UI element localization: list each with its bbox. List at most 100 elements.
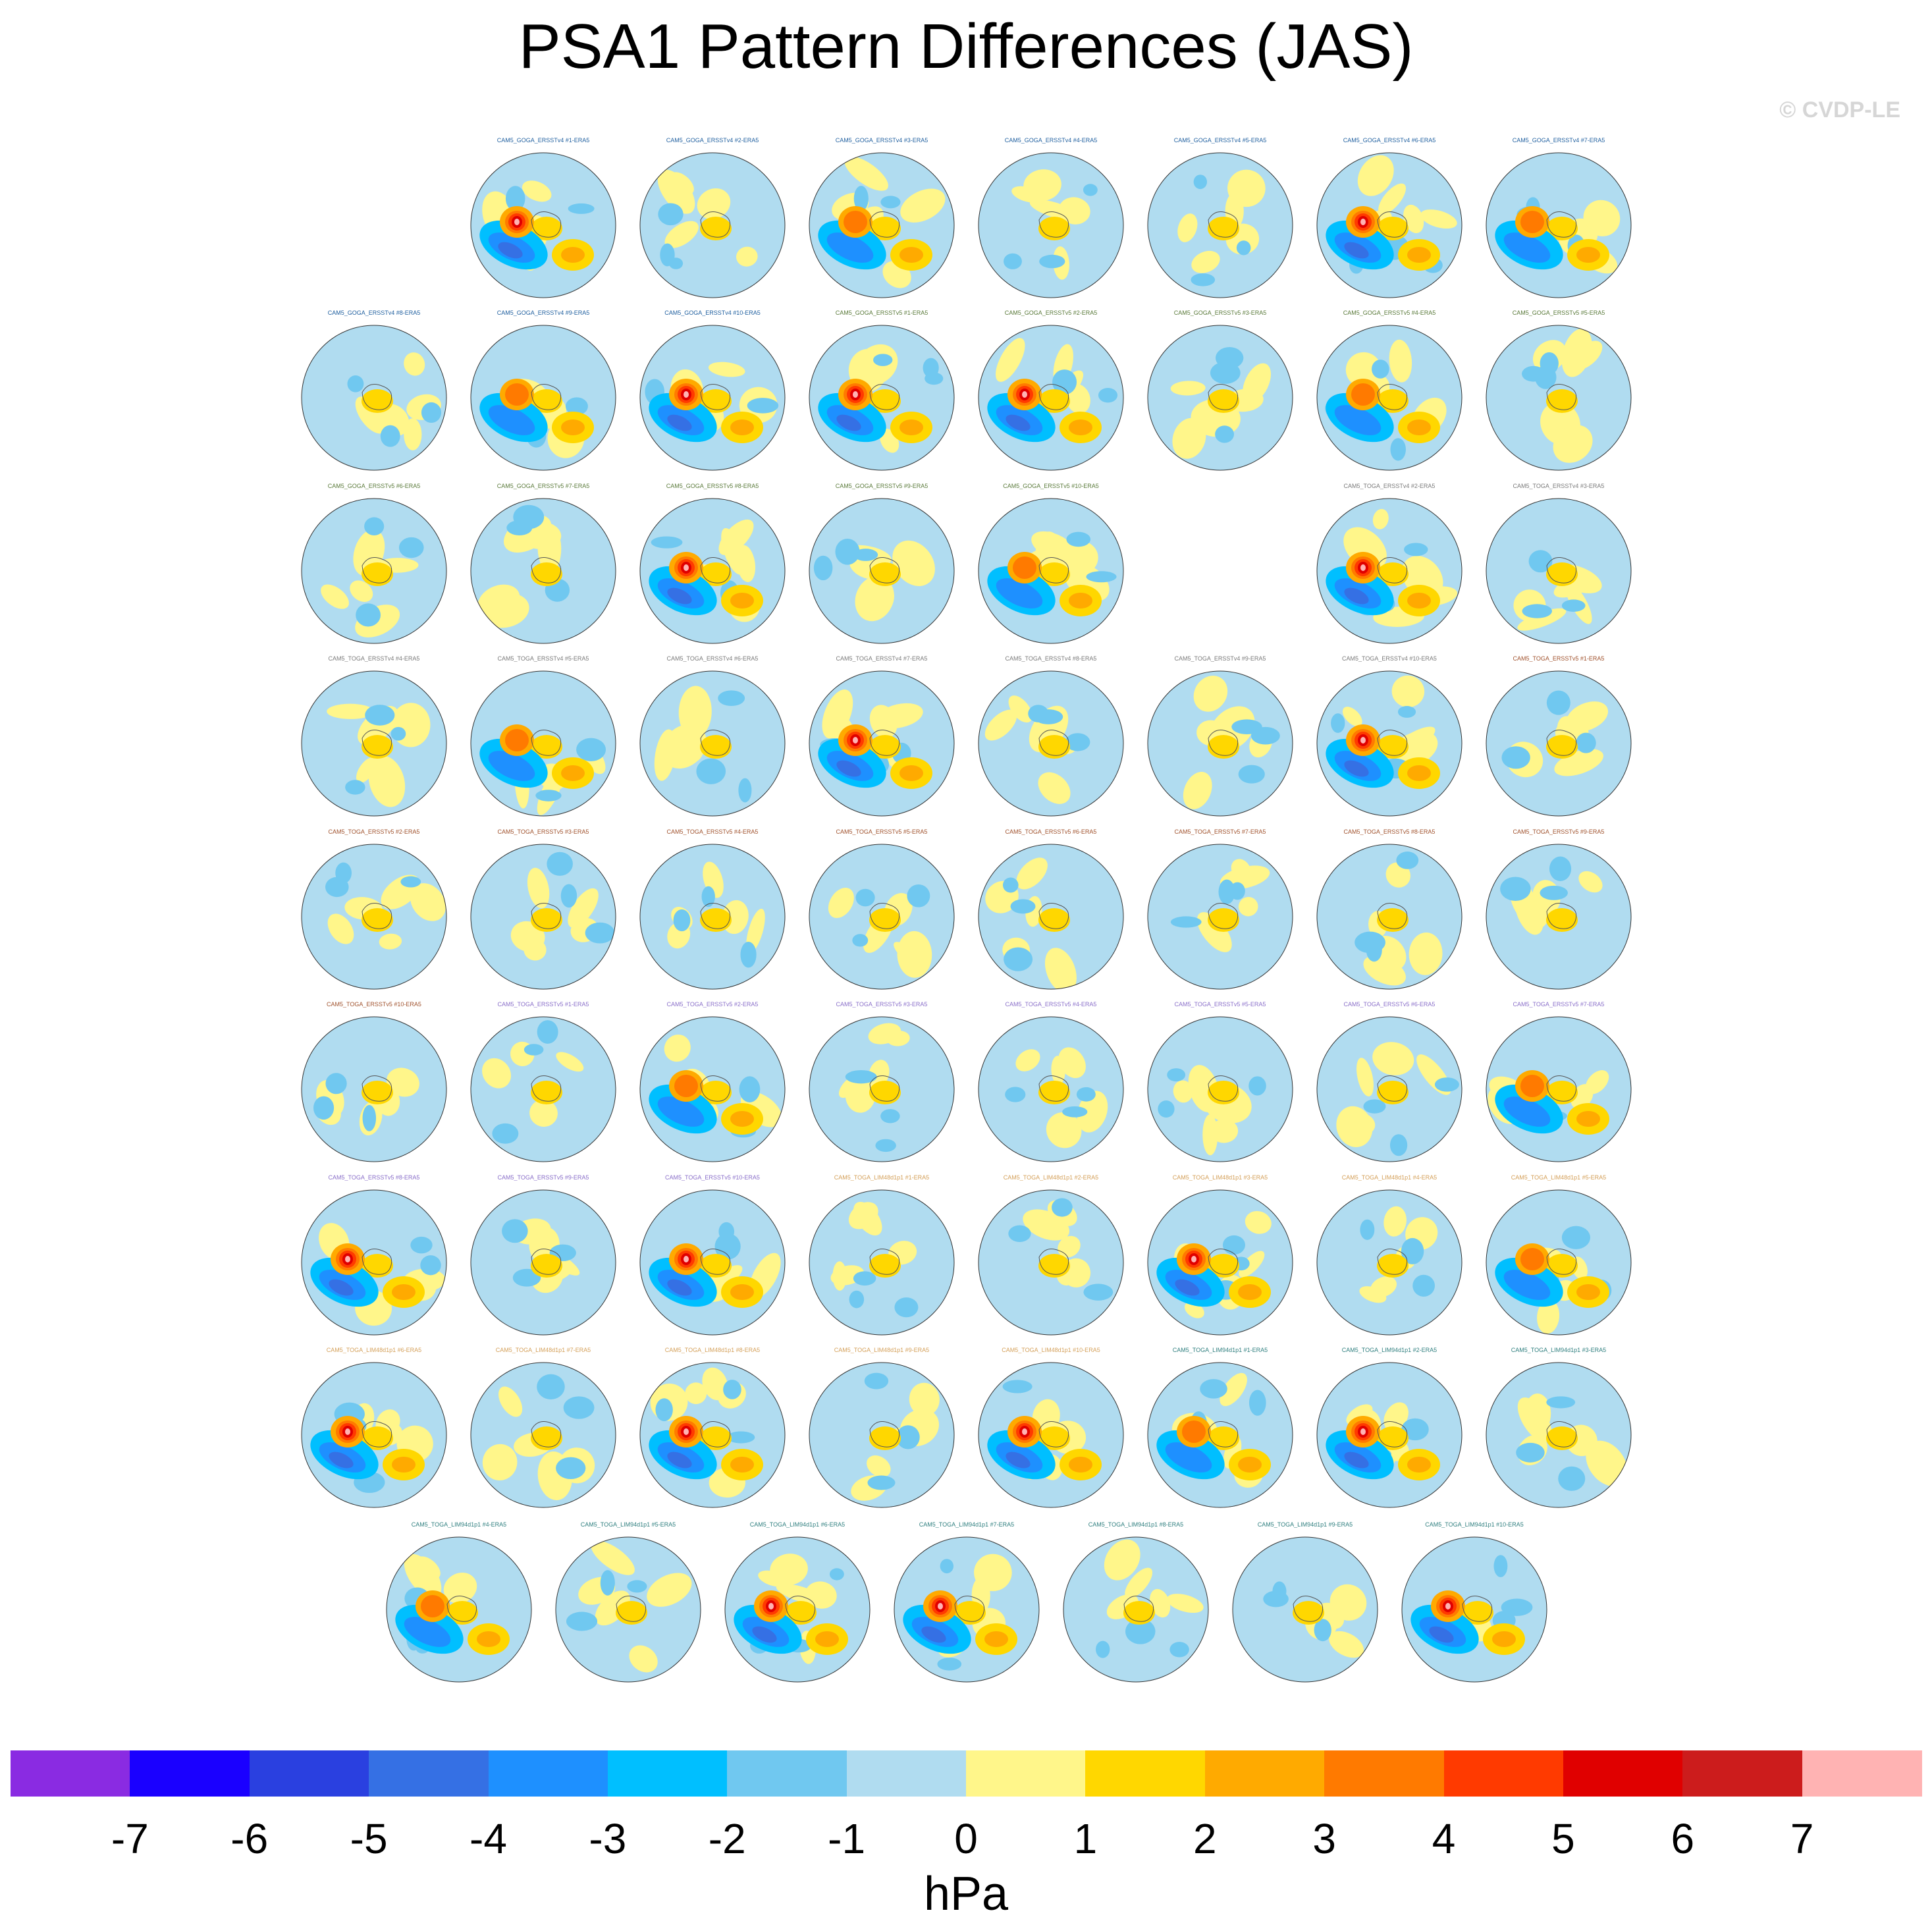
polar-map: [1486, 1362, 1632, 1508]
polar-map: [470, 844, 616, 990]
panel-title: CAM5_GOGA_ERSSTv5 #6-ERA5: [327, 483, 421, 489]
map-panel: CAM5_GOGA_ERSSTv5 #4-ERA5: [1314, 310, 1465, 481]
polar-map: [555, 1536, 701, 1683]
panel-title: CAM5_GOGA_ERSSTv5 #7-ERA5: [496, 483, 590, 489]
panel-title: CAM5_TOGA_LIM48d1p1 #8-ERA5: [664, 1347, 761, 1353]
panel-title: CAM5_TOGA_ERSSTv5 #1-ERA5: [1513, 655, 1605, 662]
polar-map: [639, 152, 786, 298]
map-panel: CAM5_GOGA_ERSSTv4 #2-ERA5: [637, 137, 788, 308]
map-panel: CAM5_TOGA_LIM48d1p1 #5-ERA5: [1483, 1174, 1634, 1345]
polar-map: [1486, 152, 1632, 298]
polar-map: [470, 1016, 616, 1162]
panel-title: CAM5_TOGA_ERSSTv5 #5-ERA5: [1174, 1001, 1266, 1008]
colorbar-swatch: [1443, 1750, 1564, 1797]
map-panel: CAM5_GOGA_ERSSTv5 #9-ERA5: [806, 483, 957, 654]
colorbar-swatch: [1324, 1750, 1445, 1797]
panel-title: CAM5_GOGA_ERSSTv4 #1-ERA5: [496, 137, 590, 144]
polar-map: [894, 1536, 1040, 1683]
panel-title: CAM5_TOGA_LIM48d1p1 #10-ERA5: [1002, 1347, 1100, 1353]
map-panel: CAM5_GOGA_ERSSTv4 #8-ERA5: [298, 310, 450, 481]
map-panel: CAM5_TOGA_LIM48d1p1 #2-ERA5: [975, 1174, 1127, 1345]
polar-map: [1401, 1536, 1547, 1683]
colorbar-tick-label: 7: [1790, 1815, 1814, 1862]
polar-map: [301, 670, 447, 817]
map-panel: CAM5_TOGA_ERSSTv5 #2-ERA5: [637, 1001, 788, 1172]
map-panel: CAM5_TOGA_LIM94d1p1 #1-ERA5: [1144, 1347, 1296, 1518]
map-panel: CAM5_TOGA_LIM48d1p1 #9-ERA5: [806, 1347, 957, 1518]
map-panel: CAM5_TOGA_LIM94d1p1 #8-ERA5: [1060, 1521, 1212, 1692]
panel-title: CAM5_TOGA_ERSSTv4 #8-ERA5: [1005, 655, 1097, 662]
map-panel: CAM5_TOGA_ERSSTv4 #8-ERA5: [975, 655, 1127, 826]
polar-map: [1147, 670, 1293, 817]
colorbar-tick-label: 0: [954, 1815, 978, 1862]
map-panel: CAM5_TOGA_LIM48d1p1 #1-ERA5: [806, 1174, 957, 1345]
panel-title: CAM5_TOGA_LIM48d1p1 #9-ERA5: [834, 1347, 930, 1353]
panel-title: CAM5_TOGA_ERSSTv4 #6-ERA5: [666, 655, 759, 662]
polar-map: [1316, 670, 1462, 817]
panel-title: CAM5_GOGA_ERSSTv5 #5-ERA5: [1512, 310, 1605, 316]
panel-grid: CAM5_GOGA_ERSSTv4 #1-ERA5 CAM5_GOGA_ERSST…: [298, 137, 1634, 1692]
panel-title: CAM5_TOGA_ERSSTv4 #3-ERA5: [1513, 483, 1605, 489]
colorbar-tick-label: 5: [1551, 1815, 1575, 1862]
map-panel: CAM5_GOGA_ERSSTv4 #7-ERA5: [1483, 137, 1634, 308]
map-panel: CAM5_GOGA_ERSSTv4 #10-ERA5: [637, 310, 788, 481]
panel-title: CAM5_TOGA_LIM48d1p1 #1-ERA5: [834, 1174, 930, 1181]
polar-map: [301, 844, 447, 990]
polar-map: [639, 1016, 786, 1162]
colorbar-swatch: [11, 1750, 131, 1797]
map-panel: CAM5_TOGA_ERSSTv5 #5-ERA5: [1144, 1001, 1296, 1172]
panel-title: CAM5_GOGA_ERSSTv4 #8-ERA5: [327, 310, 421, 316]
panel-title: CAM5_TOGA_ERSSTv5 #9-ERA5: [1513, 828, 1605, 835]
map-panel: CAM5_TOGA_LIM48d1p1 #7-ERA5: [468, 1347, 619, 1518]
polar-map: [978, 1016, 1124, 1162]
polar-map: [1147, 325, 1293, 471]
colorbar-swatch: [488, 1750, 608, 1797]
panel-title: CAM5_TOGA_ERSSTv5 #9-ERA5: [497, 1174, 589, 1181]
polar-map: [978, 1189, 1124, 1336]
polar-map: [809, 325, 955, 471]
polar-map: [386, 1536, 532, 1683]
polar-map: [809, 1016, 955, 1162]
polar-map: [978, 1362, 1124, 1508]
map-panel: CAM5_GOGA_ERSSTv5 #10-ERA5: [975, 483, 1127, 654]
map-panel: CAM5_GOGA_ERSSTv4 #5-ERA5: [1144, 137, 1296, 308]
polar-map: [470, 670, 616, 817]
map-panel: CAM5_TOGA_LIM94d1p1 #9-ERA5: [1229, 1521, 1381, 1692]
map-panel: CAM5_TOGA_LIM48d1p1 #3-ERA5: [1144, 1174, 1296, 1345]
panel-title: CAM5_TOGA_ERSSTv5 #4-ERA5: [666, 828, 759, 835]
polar-map: [301, 1016, 447, 1162]
panel-title: CAM5_TOGA_ERSSTv4 #5-ERA5: [497, 655, 589, 662]
map-panel: CAM5_TOGA_LIM48d1p1 #4-ERA5: [1314, 1174, 1465, 1345]
map-panel: CAM5_TOGA_ERSSTv5 #4-ERA5: [637, 828, 788, 1000]
map-panel: CAM5_GOGA_ERSSTv5 #2-ERA5: [975, 310, 1127, 481]
panel-title: CAM5_TOGA_LIM94d1p1 #3-ERA5: [1511, 1347, 1607, 1353]
panel-title: CAM5_TOGA_ERSSTv5 #10-ERA5: [327, 1001, 421, 1008]
map-panel: CAM5_TOGA_ERSSTv5 #1-ERA5: [468, 1001, 619, 1172]
panel-title: CAM5_TOGA_LIM48d1p1 #6-ERA5: [326, 1347, 422, 1353]
colorbar-swatch: [727, 1750, 847, 1797]
map-panel: CAM5_TOGA_LIM94d1p1 #3-ERA5: [1483, 1347, 1634, 1518]
panel-title: CAM5_GOGA_ERSSTv4 #9-ERA5: [496, 310, 590, 316]
map-panel: CAM5_GOGA_ERSSTv4 #4-ERA5: [975, 137, 1127, 308]
polar-map: [470, 498, 616, 644]
map-panel: CAM5_TOGA_ERSSTv4 #3-ERA5: [1483, 483, 1634, 654]
map-panel: CAM5_TOGA_LIM48d1p1 #8-ERA5: [637, 1347, 788, 1518]
map-panel: CAM5_GOGA_ERSSTv5 #1-ERA5: [806, 310, 957, 481]
polar-map: [978, 498, 1124, 644]
colorbar-swatch: [249, 1750, 370, 1797]
map-panel: CAM5_TOGA_ERSSTv5 #9-ERA5: [468, 1174, 619, 1345]
map-panel: CAM5_TOGA_ERSSTv5 #6-ERA5: [975, 828, 1127, 1000]
map-panel: CAM5_TOGA_LIM94d1p1 #10-ERA5: [1399, 1521, 1550, 1692]
colorbar-swatch: [1085, 1750, 1206, 1797]
map-panel: CAM5_GOGA_ERSSTv5 #6-ERA5: [298, 483, 450, 654]
polar-map: [809, 152, 955, 298]
panel-title: CAM5_TOGA_ERSSTv4 #9-ERA5: [1174, 655, 1266, 662]
panel-title: CAM5_GOGA_ERSSTv4 #2-ERA5: [666, 137, 759, 144]
map-panel: CAM5_TOGA_ERSSTv4 #5-ERA5: [468, 655, 619, 826]
map-panel: CAM5_TOGA_ERSSTv5 #1-ERA5: [1483, 655, 1634, 826]
panel-title: CAM5_TOGA_ERSSTv4 #10-ERA5: [1342, 655, 1437, 662]
polar-map: [1063, 1536, 1209, 1683]
map-panel: CAM5_TOGA_ERSSTv5 #9-ERA5: [1483, 828, 1634, 1000]
figure-title: PSA1 Pattern Differences (JAS): [518, 11, 1414, 82]
panel-title: CAM5_TOGA_ERSSTv5 #4-ERA5: [1005, 1001, 1097, 1008]
